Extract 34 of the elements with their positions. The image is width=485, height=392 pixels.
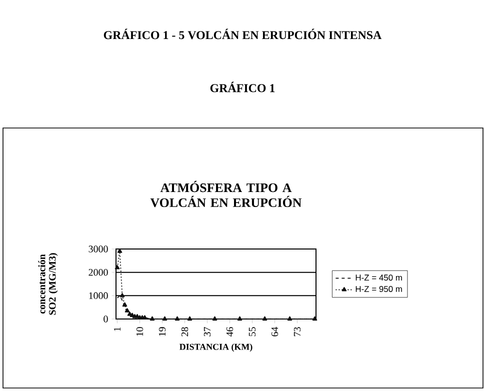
- point: [262, 316, 268, 321]
- point: [312, 316, 318, 321]
- point: [187, 316, 192, 321]
- x-axis-title: DISTANCIA (KM): [180, 344, 252, 352]
- legend-label: H-Z = 950 m: [356, 286, 402, 292]
- point: [124, 308, 130, 312]
- legend-label: H-Z = 450 m: [356, 274, 402, 281]
- x-tick-label: 46: [226, 327, 234, 337]
- point: [114, 264, 120, 270]
- text: GRÁFICO 1: [210, 82, 275, 92]
- x-tick-label: 64: [271, 326, 278, 336]
- x-tick-label: 37: [204, 327, 211, 336]
- y-tick-label: 1000: [89, 292, 108, 300]
- x-tick-label: 1: [114, 327, 121, 331]
- point: [120, 292, 125, 298]
- point: [117, 248, 122, 253]
- point: [174, 316, 180, 321]
- x-tick-label: 10: [136, 327, 144, 336]
- y-tick-label: 2000: [88, 268, 108, 276]
- point: [150, 316, 155, 321]
- chart-title: ATMÓSFERA TIPO A VOLCÁN EN ERUPCIÓN: [150, 180, 302, 208]
- x-tick-label: 73: [294, 327, 301, 336]
- x-tick-label: 55: [248, 327, 256, 336]
- x-tick-label: 28: [181, 327, 188, 336]
- y-axis-title: concentración SO2 (MG/M3): [38, 253, 58, 315]
- y-tick-label: 0: [104, 316, 108, 322]
- point: [162, 316, 168, 321]
- text: GRÁFICO 1 - 5 VOLCÁN EN ERUPCIÓN INTENSA: [104, 28, 382, 40]
- point: [122, 302, 128, 307]
- point: [212, 316, 218, 321]
- point: [237, 316, 242, 321]
- y-tick-label: 3000: [88, 246, 108, 252]
- point: [287, 316, 292, 321]
- x-tick-label: 19: [158, 327, 166, 336]
